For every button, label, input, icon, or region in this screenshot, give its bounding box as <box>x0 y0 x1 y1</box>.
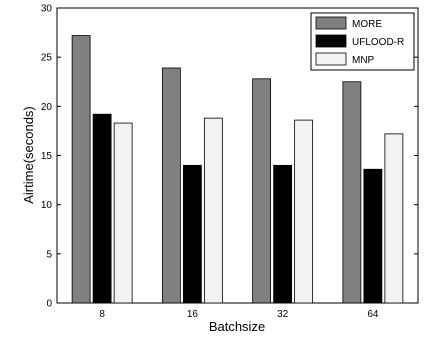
x-tick-label: 8 <box>99 309 105 320</box>
x-tick-label: 16 <box>187 309 199 320</box>
bar-mnp-16 <box>203 117 223 304</box>
bar-mnp-32 <box>294 119 314 304</box>
x-axis-title: Batchsize <box>209 319 265 334</box>
bar-uflood-r-32 <box>273 164 293 304</box>
y-tick-label: 20 <box>41 102 53 113</box>
y-tick-label: 0 <box>46 299 52 310</box>
y-tick-label: 15 <box>41 151 53 162</box>
legend-swatch-uflood-r <box>315 34 347 48</box>
legend-label-more: MORE <box>352 19 382 30</box>
bar-uflood-r-8 <box>92 113 112 304</box>
bar-uflood-r-64 <box>363 168 383 304</box>
bar-mnp-64 <box>384 133 404 304</box>
legend-label-uflood-r: UFLOOD-R <box>352 37 404 48</box>
y-tick-label: 25 <box>41 53 53 64</box>
y-tick-label: 10 <box>41 200 53 211</box>
y-tick-label: 5 <box>46 249 52 260</box>
x-tick-label: 32 <box>277 309 289 320</box>
bar-more-16 <box>161 67 181 304</box>
bar-more-8 <box>71 35 91 304</box>
x-tick-label: 64 <box>367 309 379 320</box>
y-axis: 0 5 10 15 20 25 30 <box>41 4 418 310</box>
legend-swatch-more <box>315 16 347 30</box>
x-axis: 8 16 32 64 <box>99 299 379 320</box>
bar-more-32 <box>252 78 272 304</box>
legend: MORE UFLOOD-R MNP <box>310 12 415 71</box>
legend-label-mnp: MNP <box>352 55 375 66</box>
legend-swatch-mnp <box>315 52 347 66</box>
y-tick-label: 30 <box>41 4 53 15</box>
bar-uflood-r-16 <box>182 164 202 304</box>
y-axis-title: Airtime(seconds) <box>21 106 36 204</box>
bars-group <box>71 35 404 304</box>
bar-mnp-8 <box>113 122 133 304</box>
bar-more-64 <box>342 81 362 304</box>
